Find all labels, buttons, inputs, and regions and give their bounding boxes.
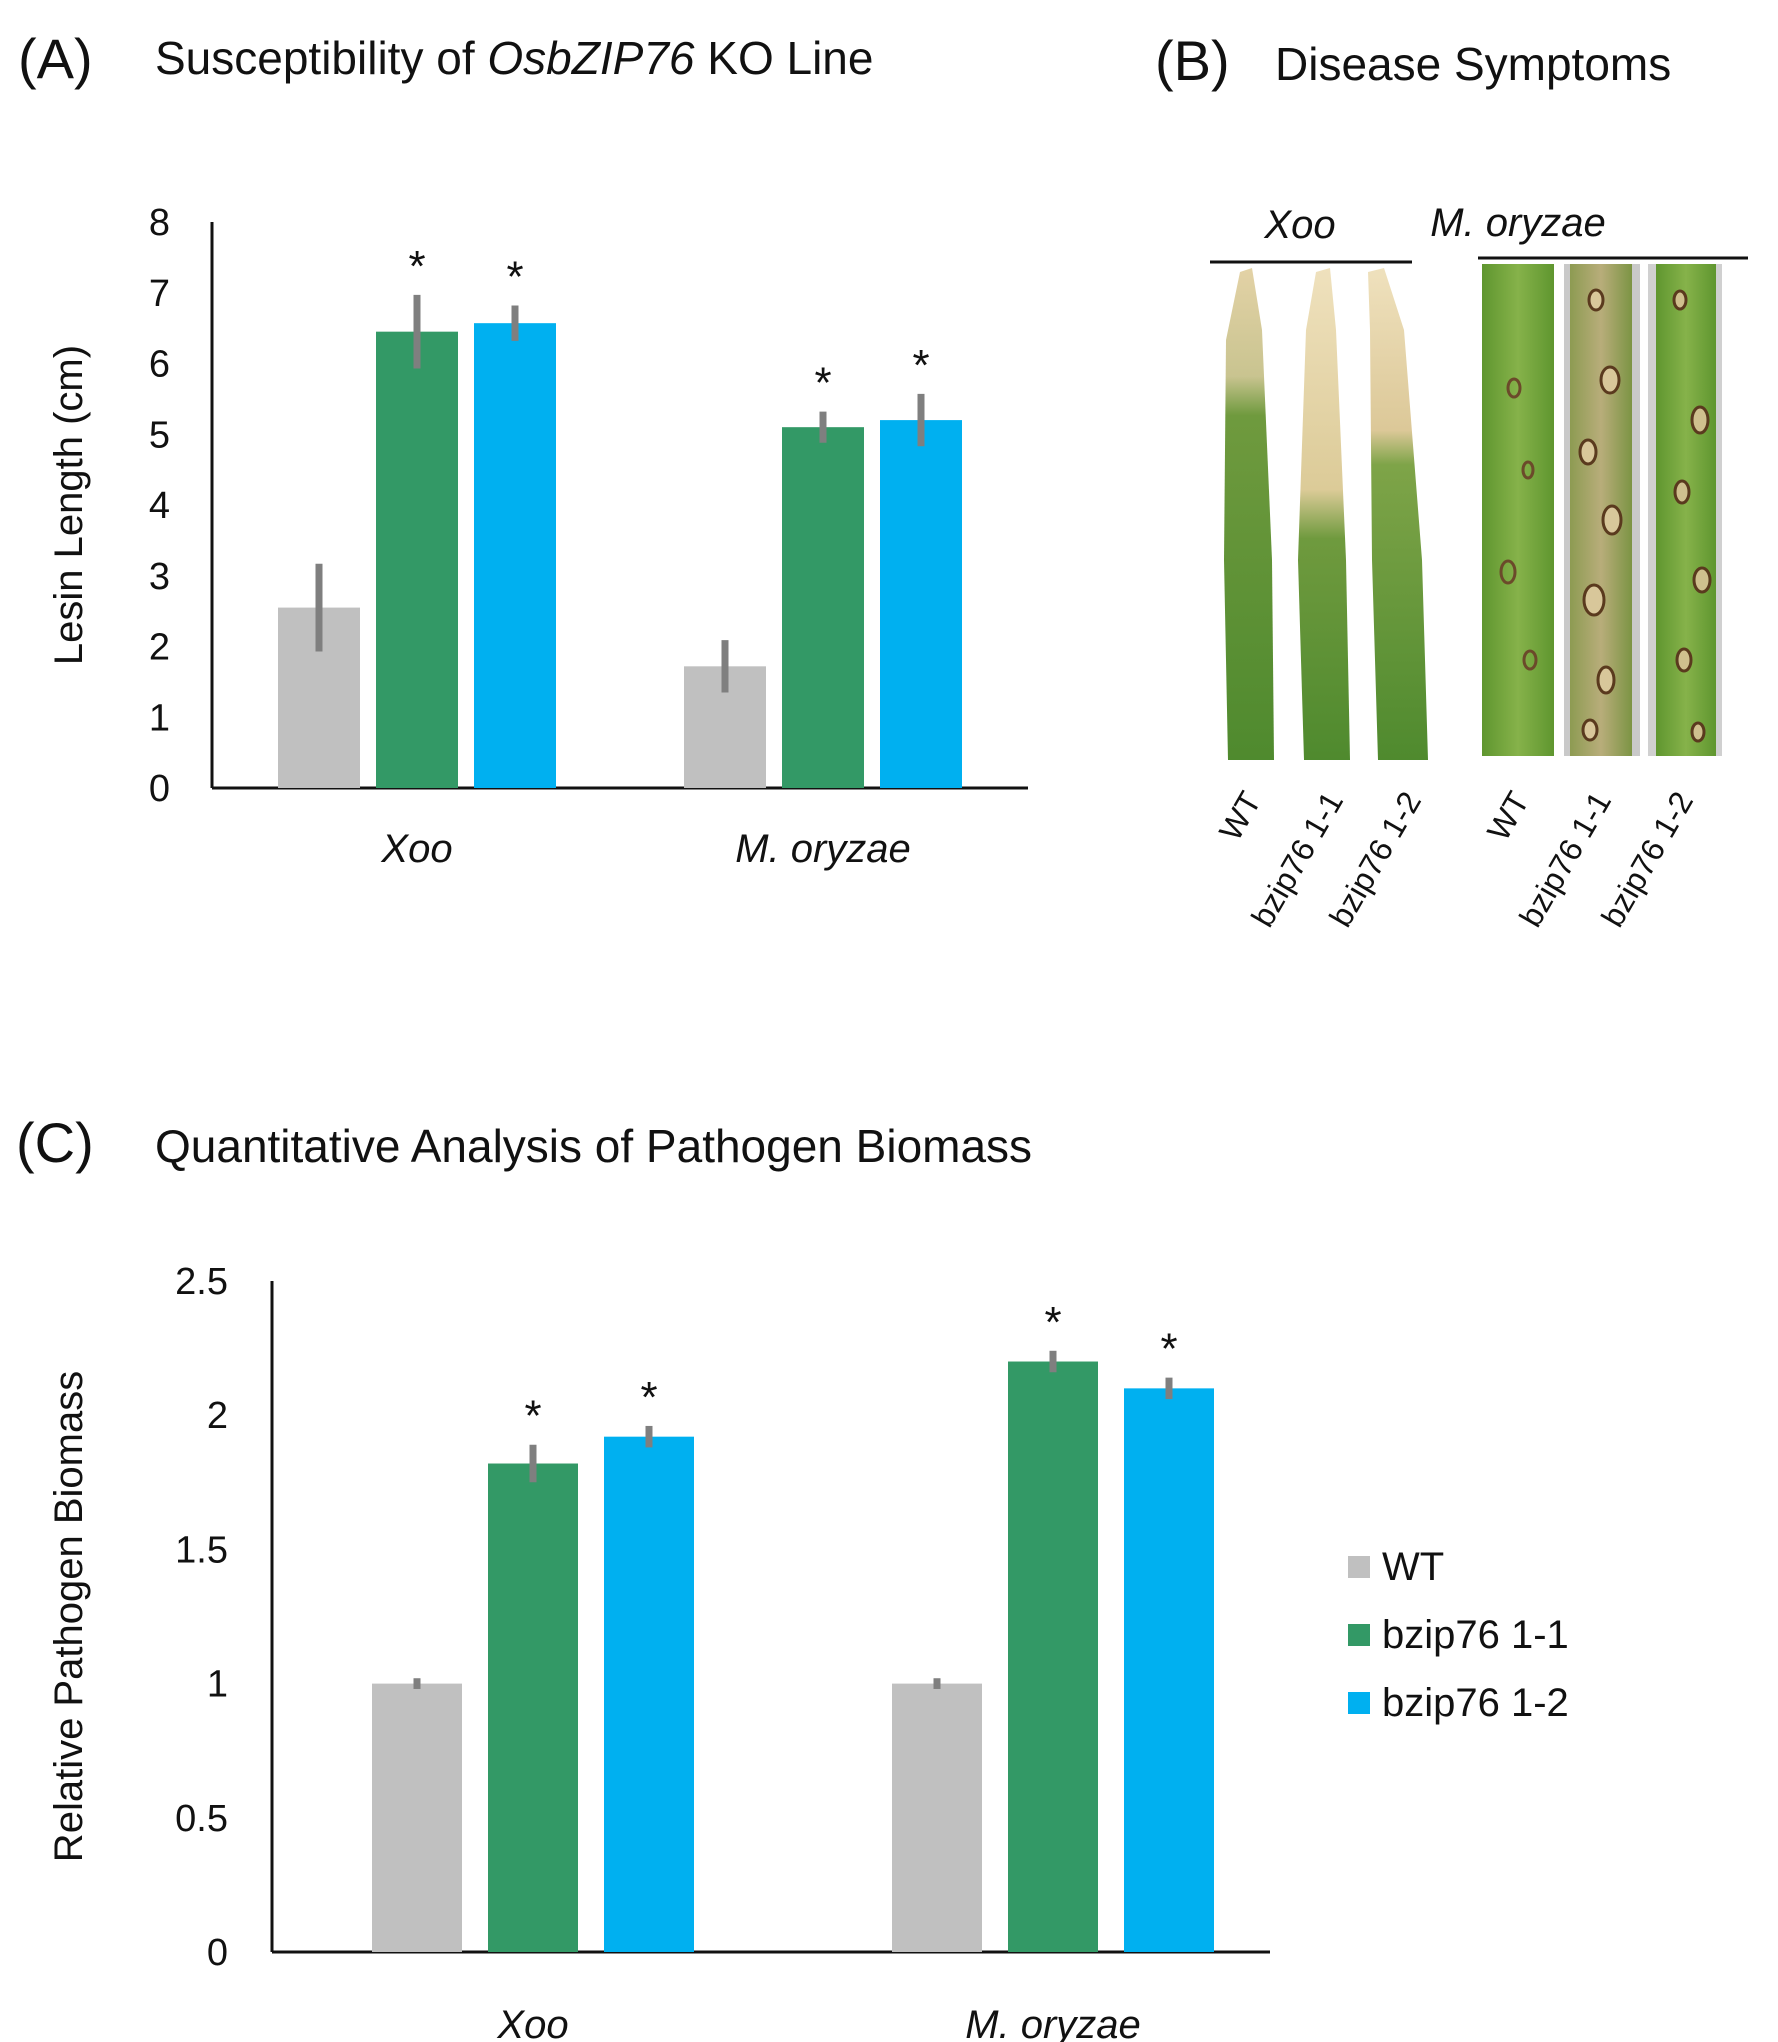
panel-b: (B) Disease Symptoms Xoo WT bzip76 1-1 b… bbox=[1155, 29, 1748, 933]
legend: WT bzip76 1-1 bzip76 1-2 bbox=[1348, 1545, 1569, 1725]
legend-swatch-bzip76-1-2 bbox=[1348, 1692, 1370, 1714]
y-axis-title: Relative Pathogen Biomass bbox=[47, 1371, 91, 1862]
legend-label-bzip76-1-2: bzip76 1-2 bbox=[1382, 1681, 1569, 1725]
significance-star-m-oryzae-bzip76-1-1: * bbox=[814, 359, 831, 408]
y-tick-label: 6 bbox=[149, 344, 170, 386]
y-tick-label: 2 bbox=[207, 1395, 228, 1437]
lesion-length-chart: 0 1 2 3 4 5 6 7 8 Lesin Length (cm) * * Xoo * * M. oryz… bbox=[47, 202, 1028, 871]
panel-b-letter: (B) bbox=[1155, 29, 1230, 92]
leaf-lesions-moryzae-bzip76-1-1 bbox=[1578, 288, 1623, 742]
bar-m-oryzae-wt bbox=[892, 1683, 982, 1952]
y-tick-label: 7 bbox=[149, 273, 170, 315]
leaf-photo-xoo-bzip76-1-2 bbox=[1368, 268, 1428, 760]
leaf-label-moryzae-wt: WT bbox=[1480, 786, 1536, 847]
y-tick-label: 0.5 bbox=[175, 1798, 228, 1840]
bar-xoo-bzip76-1-2 bbox=[474, 323, 556, 788]
y-tick-label: 1 bbox=[207, 1664, 228, 1706]
significance-star-m-oryzae-bzip76-1-2: * bbox=[1160, 1325, 1177, 1374]
panel-c-letter: (C) bbox=[16, 1111, 94, 1174]
y-tick-label: 0 bbox=[207, 1932, 228, 1974]
bar-m-oryzae-bzip76-1-1 bbox=[1008, 1361, 1098, 1952]
leaf-lesions-moryzae-wt bbox=[1499, 377, 1538, 671]
bar-m-oryzae-bzip76-1-2 bbox=[1124, 1388, 1214, 1952]
panel-a: (A) Susceptibility of OsbZIP76 KO Line 0… bbox=[18, 27, 1028, 871]
y-tick-label: 2 bbox=[149, 627, 170, 669]
y-tick-label: 3 bbox=[149, 556, 170, 598]
significance-star-xoo-bzip76-1-2: * bbox=[506, 252, 523, 301]
bar-m-oryzae-bzip76-1-2 bbox=[880, 420, 962, 788]
panel-b-title: Disease Symptoms bbox=[1275, 38, 1671, 90]
panel-c: (C) Quantitative Analysis of Pathogen Bi… bbox=[16, 1111, 1270, 2042]
pathogen-biomass-chart: 0 0.5 1 1.5 2 2.5 Relative Pathogen Biomass * * X… bbox=[47, 1261, 1270, 2042]
y-tick-label: 8 bbox=[149, 202, 170, 244]
leaf-group-label-xoo: Xoo bbox=[1263, 203, 1335, 247]
bar-xoo-bzip76-1-1 bbox=[376, 331, 458, 788]
x-category-label-m-oryzae: M. oryzae bbox=[735, 827, 911, 871]
y-tick-label: 1.5 bbox=[175, 1529, 228, 1571]
y-tick-label: 4 bbox=[149, 485, 170, 527]
bar-xoo-wt bbox=[372, 1683, 462, 1952]
legend-label-wt: WT bbox=[1382, 1545, 1444, 1589]
x-category-label-xoo: Xoo bbox=[380, 827, 452, 871]
legend-swatch-wt bbox=[1348, 1556, 1370, 1578]
y-axis-title: Lesin Length (cm) bbox=[47, 345, 91, 665]
bar-xoo-bzip76-1-1 bbox=[488, 1463, 578, 1952]
panel-a-letter: (A) bbox=[18, 27, 93, 90]
leaf-photo-moryzae-wt bbox=[1482, 264, 1554, 756]
legend-swatch-bzip76-1-1 bbox=[1348, 1624, 1370, 1646]
leaf-photo-xoo-bzip76-1-1 bbox=[1298, 268, 1350, 760]
significance-star-xoo-bzip76-1-1: * bbox=[524, 1392, 541, 1441]
leaf-photo-moryzae-bzip76-1-2 bbox=[1656, 264, 1716, 756]
bar-m-oryzae-bzip76-1-1 bbox=[782, 427, 864, 788]
y-tick-label: 2.5 bbox=[175, 1261, 228, 1303]
legend-label-bzip76-1-1: bzip76 1-1 bbox=[1382, 1613, 1569, 1657]
significance-star-m-oryzae-bzip76-1-2: * bbox=[912, 341, 929, 390]
bar-xoo-bzip76-1-2 bbox=[604, 1436, 694, 1952]
leaf-group-label-moryzae: M. oryzae bbox=[1430, 201, 1606, 245]
significance-star-xoo-bzip76-1-2: * bbox=[640, 1373, 657, 1422]
panel-a-title: Susceptibility of OsbZIP76 KO Line bbox=[155, 32, 873, 84]
x-category-label-m-oryzae: M. oryzae bbox=[965, 2003, 1141, 2042]
y-tick-label: 0 bbox=[149, 768, 170, 810]
leaf-lesions-moryzae-bzip76-1-2 bbox=[1672, 289, 1712, 743]
x-category-label-xoo: Xoo bbox=[496, 2003, 568, 2042]
y-tick-label: 1 bbox=[149, 697, 170, 739]
leaf-photo-xoo-wt bbox=[1224, 268, 1274, 760]
y-tick-label: 5 bbox=[149, 414, 170, 456]
significance-star-m-oryzae-bzip76-1-1: * bbox=[1044, 1298, 1061, 1347]
leaf-label-xoo-wt: WT bbox=[1212, 786, 1268, 847]
significance-star-xoo-bzip76-1-1: * bbox=[408, 242, 425, 291]
panel-c-title: Quantitative Analysis of Pathogen Biomas… bbox=[155, 1120, 1032, 1172]
